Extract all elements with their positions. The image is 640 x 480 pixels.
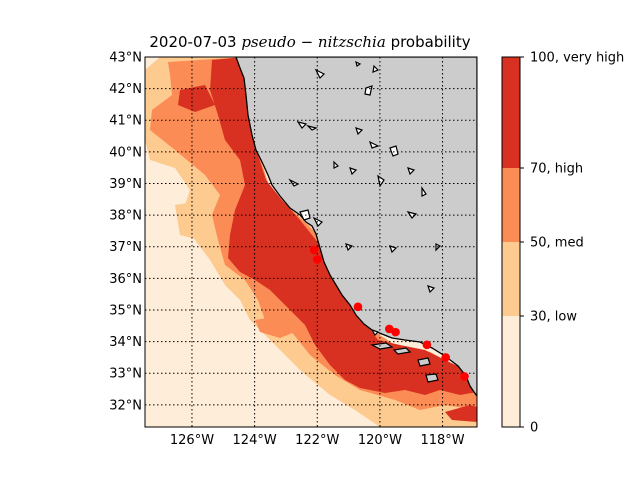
latitude-tick-label: 43°N [109,51,142,66]
latitude-tick-label: 34°N [109,335,142,350]
title-species: pseudo − nitzschia [241,33,386,51]
colorbar-tick-label: 50, med [530,236,584,251]
longitude-tick-label: 124°W [233,433,277,448]
island [417,357,431,367]
latitude-tick-labels: 32°N 33°N 34°N 35°N 36°N 37°N 38°N 39°N 40°N 41°N… [109,51,142,414]
colorbar-tick-label: 30, low [530,310,577,325]
probability-band-very-high [210,57,477,395]
latitude-tick-label: 41°N [109,114,142,129]
probability-band-low-med [175,200,215,240]
colorbar-segment [502,168,520,242]
colorbar-tick-label: 70, high [530,162,583,177]
longitude-tick-label: 126°W [170,433,214,448]
latitude-tick-label: 35°N [109,303,142,318]
longitude-tick-label: 120°W [358,433,402,448]
latitude-tick-label: 38°N [109,209,142,224]
station-marker [309,245,319,255]
latitude-tick-label: 39°N [109,177,142,192]
colorbar-tick-label: 0 [530,421,538,436]
island [392,347,412,355]
colorbar: 0 30, low 50, med 70, high 100, very high [501,51,624,436]
station-marker [460,372,469,381]
colorbar-segment [502,57,520,168]
title-date: 2020-07-03 [149,33,237,51]
latitude-tick-label: 37°N [109,240,142,255]
station-marker [312,255,322,264]
colorbar-segment [502,242,520,316]
station-marker [441,353,450,362]
longitude-tick-label: 118°W [420,433,464,448]
longitude-tick-label: 122°W [295,433,339,448]
island [370,342,394,350]
title-suffix: probability [390,33,471,51]
station-marker [391,327,400,337]
island [425,373,439,383]
colorbar-tick-label: 100, very high [530,51,624,66]
latitude-tick-label: 36°N [109,272,142,287]
chart-title: 2020-07-03 pseudo − nitzschia probabilit… [110,33,510,51]
station-marker [353,302,363,312]
latitude-tick-label: 32°N [109,398,142,413]
colorbar-segment [502,316,520,427]
map-frame [144,56,478,428]
latitude-tick-label: 42°N [109,82,142,97]
latitude-tick-label: 40°N [109,145,142,160]
latitude-tick-label: 33°N [109,367,142,382]
station-marker [422,340,432,350]
longitude-tick-labels: 126°W 124°W 122°W 120°W 118°W [170,433,465,448]
station-markers [309,245,469,381]
probability-band-very-high [445,405,477,422]
probability-band-very-high [178,85,215,112]
probability-band-med-high [255,315,300,338]
